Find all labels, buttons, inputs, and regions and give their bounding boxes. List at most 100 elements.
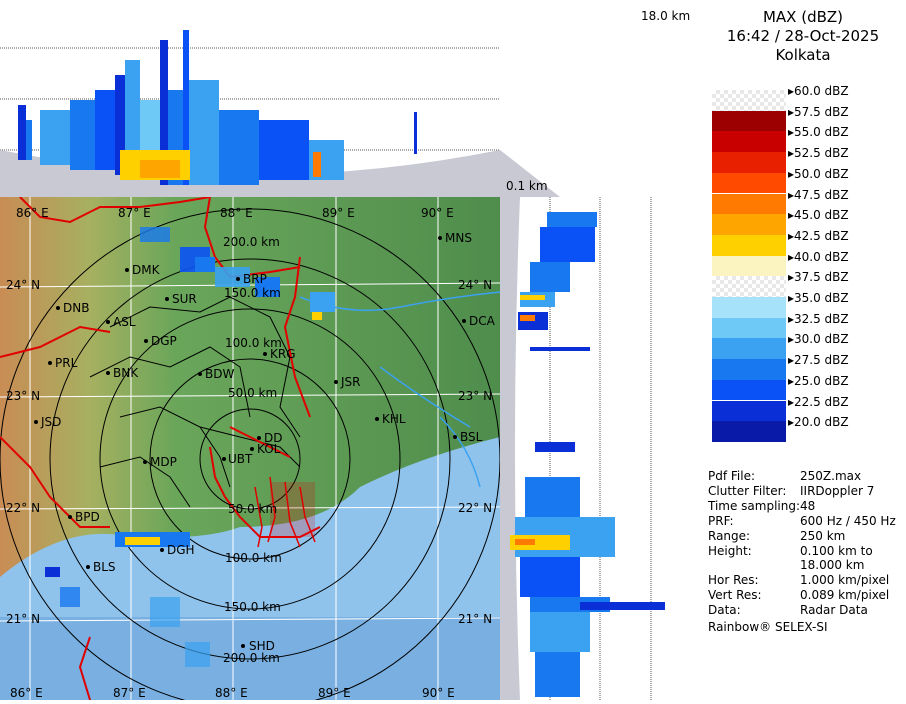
city-labels: MNS DMK BRP SUR DNB ASL DGP DCA KRG PRL … — [40, 231, 496, 653]
info-key: Range: — [708, 529, 751, 543]
scale-swatch — [712, 421, 786, 442]
scale-swatch — [712, 400, 786, 422]
range-label: 150.0 km — [224, 600, 281, 614]
city-label: KOL — [257, 442, 281, 456]
city-label: SHD — [249, 639, 275, 653]
city-label: DGH — [167, 543, 195, 557]
info-value: Radar Data — [800, 603, 868, 617]
lon-label: 89° E — [322, 206, 355, 220]
city-label: BRP — [243, 272, 267, 286]
scale-label: ▸30.0 dBZ — [788, 332, 849, 347]
station-name: Kolkata — [775, 46, 831, 64]
lon-label: 87° E — [113, 686, 146, 700]
top-profile-svg — [0, 30, 500, 197]
lon-labels-top: 86° E 87° E 88° E 89° E 90° E — [16, 206, 454, 220]
city-label: SUR — [172, 292, 197, 306]
scale-label: ▸60.0 dBZ — [788, 84, 849, 98]
city-label: DMK — [132, 263, 161, 277]
info-key: Pdf File: — [708, 469, 756, 483]
top-profile-echoes — [18, 30, 417, 185]
city-label: KRG — [270, 347, 296, 361]
scale-swatch — [712, 234, 786, 256]
lat-label: 23° N — [458, 389, 492, 403]
lat-label: 21° N — [458, 612, 492, 626]
info-key: Vert Res: — [708, 588, 762, 602]
info-key: Hor Res: — [708, 573, 759, 587]
top-height-profile — [0, 0, 500, 197]
info-key: Clutter Filter: — [708, 484, 787, 498]
info-key: Time sampling: — [708, 499, 801, 513]
range-label: 200.0 km — [223, 235, 280, 249]
city-label: DCA — [469, 314, 496, 328]
range-label: 200.0 km — [223, 651, 280, 665]
right-profile-echoes — [510, 212, 665, 697]
scale-swatch — [712, 379, 786, 401]
city-label: DGP — [151, 334, 177, 348]
info-key: Data: — [708, 603, 741, 617]
scale-swatch — [712, 110, 786, 132]
lat-labels-right: 24° N 23° N 22° N 21° N — [458, 278, 492, 626]
range-label: 50.0 km — [228, 502, 277, 516]
state-boundaries — [0, 197, 321, 700]
range-label: 100.0 km — [225, 551, 282, 565]
scale-label: ▸42.5 dBZ — [788, 228, 849, 243]
range-label: 150.0 km — [224, 286, 281, 300]
city-label: BSL — [460, 430, 483, 444]
scale-swatch — [712, 193, 786, 215]
city-label: BDW — [205, 367, 234, 381]
lat-label: 24° N — [458, 278, 492, 292]
range-labels: 200.0 km 150.0 km 100.0 km 50.0 km 50.0 … — [223, 235, 282, 665]
lat-labels-left: 24° N 23° N 22° N 21° N — [6, 278, 40, 626]
scale-label: ▸47.5 dBZ — [788, 187, 849, 202]
scale-label: ▸25.0 dBZ — [788, 373, 849, 388]
scale-label: ▸35.0 dBZ — [788, 291, 849, 305]
sea — [0, 437, 500, 700]
city-markers — [34, 236, 466, 648]
lon-label: 86° E — [10, 686, 43, 700]
city-label: UBT — [228, 452, 253, 466]
delta-rivers — [254, 476, 316, 548]
lat-label: 21° N — [6, 612, 40, 626]
radar-map-svg: MNS DMK BRP SUR DNB ASL DGP DCA KRG PRL … — [0, 197, 500, 700]
info-value: 250 km — [800, 529, 846, 543]
lon-label: 89° E — [318, 686, 351, 700]
max-height-label: 18.0 km — [641, 9, 691, 23]
info-value: 1.000 km/pixel — [800, 573, 890, 587]
city-label: PRL — [55, 356, 78, 370]
city-label: BNK — [113, 366, 139, 380]
city-label: MDP — [150, 455, 177, 469]
lat-label: 23° N — [6, 389, 40, 403]
lon-label: 88° E — [215, 686, 248, 700]
scale-swatch — [712, 90, 786, 111]
scale-label: ▸22.5 dBZ — [788, 394, 849, 409]
scale-label: ▸40.0 dBZ — [788, 249, 849, 264]
scale-label: ▸52.5 dBZ — [788, 146, 849, 161]
footer-credit: Rainbow® SELEX-SI — [708, 620, 828, 634]
lon-labels-bottom: 86° E 87° E 88° E 89° E 90° E — [10, 686, 455, 700]
lon-label: 87° E — [118, 206, 151, 220]
scale-swatch — [712, 297, 786, 318]
min-height-label: 0.1 km — [506, 179, 548, 193]
city-label: ASL — [113, 315, 136, 329]
scale-label: ▸37.5 dBZ — [788, 270, 849, 285]
scale-swatch — [712, 317, 786, 339]
scale-swatch — [712, 359, 786, 380]
city-label: BLS — [93, 560, 116, 574]
lat-lon-grid — [0, 197, 500, 700]
radar-map[interactable]: MNS DMK BRP SUR DNB ASL DGP DCA KRG PRL … — [0, 197, 500, 700]
legend-panel: MAX (dBZ) 16:42 / 28-Oct-2025 Kolkata ▸6… — [700, 0, 906, 700]
scale-label: ▸57.5 dBZ — [788, 104, 849, 119]
info-value: IIRDoppler 7 — [800, 484, 875, 498]
city-label: JSD — [40, 415, 61, 429]
scale-swatch — [712, 255, 786, 277]
lon-label: 86° E — [16, 206, 49, 220]
range-label: 100.0 km — [225, 336, 282, 350]
range-label: 50.0 km — [228, 386, 277, 400]
scale-swatch — [712, 131, 786, 153]
info-value: 48 — [800, 499, 816, 513]
info-value: 250Z.max — [800, 469, 862, 483]
info-value: 0.100 km to — [800, 544, 873, 558]
scale-label: ▸20.0 dBZ — [788, 415, 849, 430]
scale-swatch — [712, 338, 786, 360]
right-height-profile — [500, 197, 700, 700]
